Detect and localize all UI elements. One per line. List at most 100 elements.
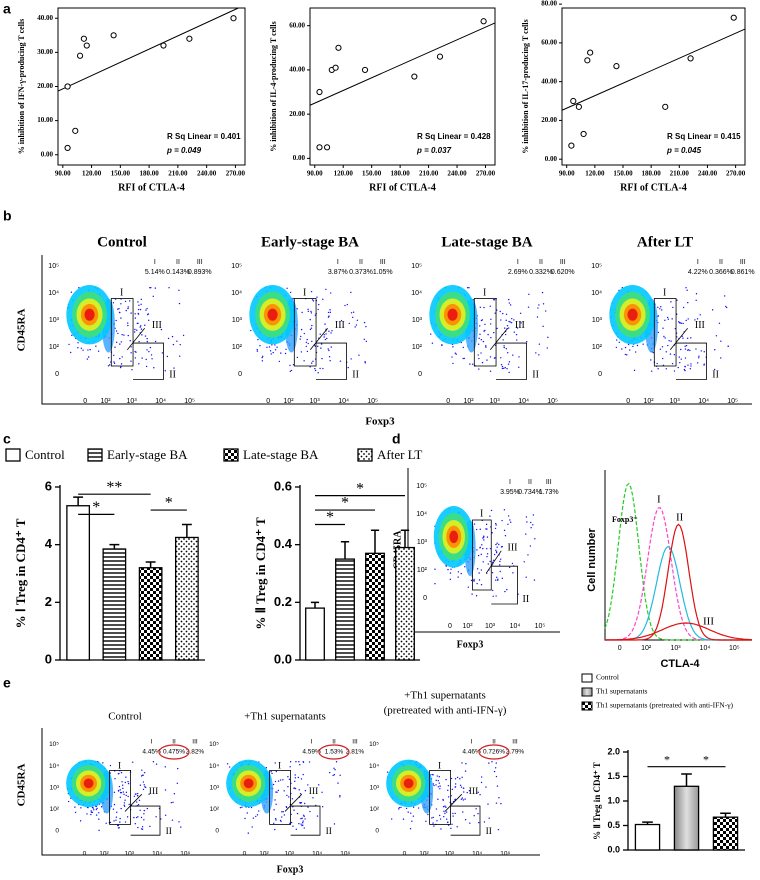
y-axis-label: % Ⅱ Treg in CD4⁺ T: [592, 762, 602, 840]
event-dot: [507, 515, 510, 517]
event-dot: [489, 356, 492, 358]
point: [613, 63, 620, 70]
event-dot: [501, 519, 503, 522]
event-dot: [624, 353, 627, 356]
event-dot: [120, 303, 122, 305]
event-dot: [487, 803, 489, 805]
event-dot: [496, 546, 498, 548]
event-dot: [327, 348, 329, 350]
event-dot: [300, 351, 303, 353]
event-dot: [621, 348, 623, 350]
event-dot: [473, 578, 475, 581]
event-dot: [503, 345, 505, 347]
event-dot: [491, 761, 493, 763]
gate-percent: 2.81%: [346, 749, 365, 756]
x-tick-label: 10⁵: [340, 851, 350, 858]
event-dot: [493, 770, 496, 773]
y-tick-label: 0.00: [41, 150, 54, 158]
density-blob: [84, 308, 95, 321]
event-dot: [299, 338, 301, 340]
event-dot: [305, 341, 308, 343]
event-dot: [435, 779, 437, 782]
x-tick-label: 10⁵: [727, 398, 738, 405]
event-dot: [133, 331, 136, 333]
event-dot: [96, 807, 98, 810]
event-dot: [328, 315, 330, 317]
gate-percent: 0.861%: [731, 269, 755, 276]
event-dot: [326, 337, 328, 340]
panel-letters: a b c d e: [3, 1, 401, 691]
event-dot: [497, 579, 499, 581]
event-dot: [307, 784, 309, 786]
event-dot: [676, 299, 678, 301]
fit-line: [57, 7, 239, 92]
event-dot: [672, 306, 674, 309]
event-dot: [508, 361, 511, 363]
event-dot: [354, 326, 356, 328]
event-dot: [460, 786, 463, 788]
event-dot: [320, 343, 323, 345]
event-dot: [277, 780, 280, 782]
event-dot: [482, 537, 484, 539]
y-tick-label: 10²: [417, 567, 428, 574]
event-dot: [124, 781, 127, 784]
event-dot: [659, 348, 662, 350]
event-dot: [140, 816, 143, 819]
gate-label: I: [483, 287, 486, 298]
event-dot: [491, 571, 494, 574]
event-dot: [98, 818, 100, 820]
x-tick-label: 10²: [99, 851, 109, 858]
gate-name: II: [172, 739, 176, 746]
gate-label: III: [515, 320, 525, 331]
event-dot: [124, 821, 127, 823]
x-tick-label: 10⁴: [510, 623, 521, 630]
y-tick-label: 10⁴: [209, 763, 219, 770]
histogram-curve: [604, 622, 753, 641]
event-dot: [173, 793, 176, 795]
event-dot: [292, 363, 295, 366]
event-dot: [477, 354, 479, 356]
gate-label: III: [469, 787, 479, 797]
point: [361, 66, 369, 74]
event-dot: [479, 333, 481, 336]
event-dot: [150, 354, 153, 356]
event-dot: [121, 333, 123, 336]
event-dot: [299, 802, 302, 804]
event-dot: [138, 799, 141, 802]
x-tick-label: 10⁴: [312, 851, 322, 858]
legend-label: Th1 supernatants: [596, 687, 648, 696]
event-dot: [119, 817, 121, 820]
gate-name: III: [380, 259, 386, 266]
event-dot: [127, 780, 129, 783]
event-dot: [148, 319, 150, 322]
point: [580, 130, 587, 138]
y-tick-label: 0: [375, 828, 379, 835]
point: [83, 42, 90, 49]
event-dot: [711, 309, 714, 311]
y-tick-label: 20.00: [289, 110, 305, 118]
event-dot: [519, 312, 522, 314]
event-dot: [261, 356, 263, 359]
event-dot: [525, 341, 528, 343]
event-dot: [627, 343, 630, 346]
event-dot: [445, 806, 447, 809]
event-dot: [358, 354, 360, 356]
event-dot: [537, 307, 539, 309]
event-dot: [476, 549, 478, 551]
event-dot: [689, 368, 691, 370]
event-dot: [307, 806, 309, 808]
y-tick-label: 10³: [370, 784, 380, 791]
event-dot: [302, 820, 304, 822]
event-dot: [501, 577, 504, 580]
event-dot: [352, 316, 354, 319]
event-dot: [465, 763, 467, 765]
event-dot: [301, 311, 303, 314]
event-dot: [305, 345, 307, 348]
event-dot: [137, 322, 139, 325]
event-dot: [478, 572, 480, 574]
event-dot: [684, 366, 686, 368]
gate-name: III: [546, 479, 552, 486]
event-dot: [246, 812, 248, 814]
event-dot: [321, 357, 323, 360]
y-tick-label: 0.5: [607, 820, 620, 830]
